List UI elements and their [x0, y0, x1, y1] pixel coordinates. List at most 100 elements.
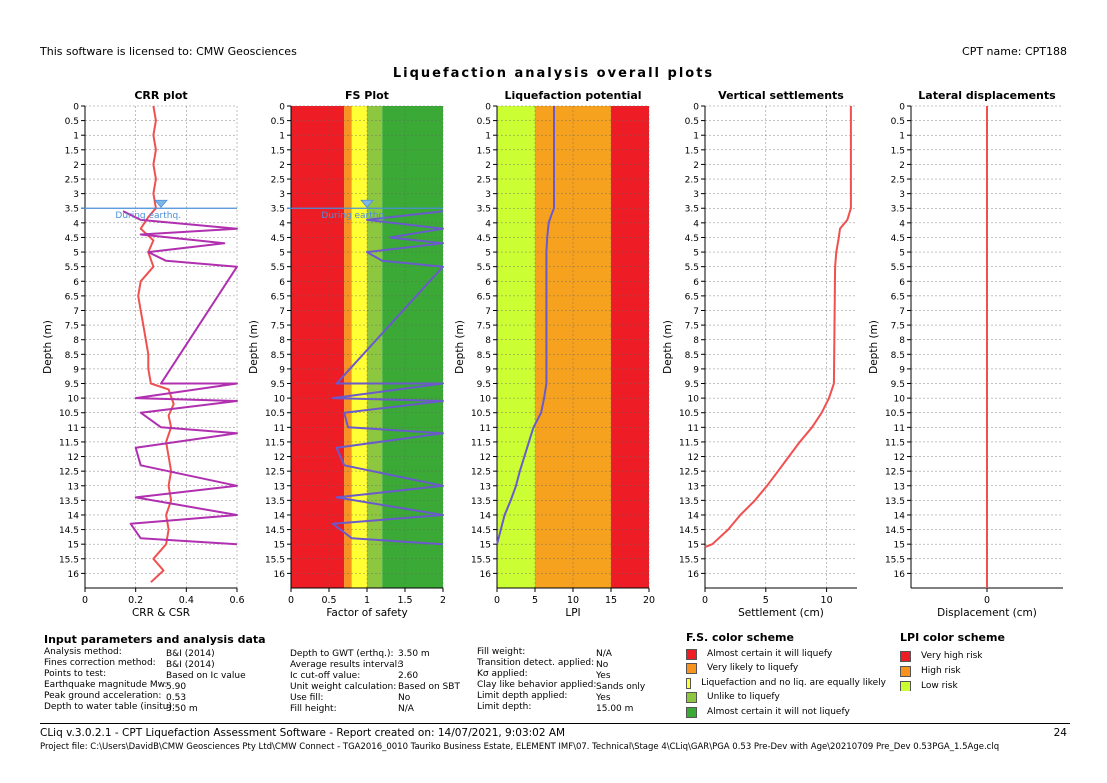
- y-tick-label: 7: [693, 307, 699, 317]
- input-label: Points to test:: [44, 669, 107, 679]
- y-tick-label: 11.5: [679, 438, 699, 448]
- y-tick-label: 3.5: [685, 205, 699, 215]
- y-tick-label: 2: [693, 161, 699, 171]
- legend-label: Liquefaction and no liq. are equally lik…: [701, 677, 886, 688]
- y-tick-label: 0: [693, 103, 699, 113]
- y-tick-label: 16: [68, 570, 80, 580]
- y-tick-label: 5.5: [477, 263, 491, 273]
- y-tick-label: 3.5: [891, 205, 905, 215]
- y-tick-label: 12.5: [59, 468, 79, 478]
- y-tick-label: 7.5: [477, 322, 491, 332]
- input-label: Fines correction method:: [44, 658, 156, 668]
- y-tick-label: 11.5: [471, 438, 491, 448]
- y-tick-label: 3: [73, 190, 79, 200]
- color-band: [291, 106, 345, 588]
- legend-item: High risk: [900, 664, 1080, 679]
- y-tick-label: 0.5: [477, 117, 491, 127]
- plot-title: Vertical settlements: [718, 89, 844, 102]
- input-label: Fill weight:: [477, 647, 526, 657]
- y-tick-label: 5: [693, 249, 699, 259]
- chart-5: 00.511.522.533.544.555.566.577.588.599.5…: [868, 89, 1063, 619]
- input-value: Yes: [596, 693, 611, 703]
- y-tick-label: 14: [688, 511, 700, 521]
- y-tick-label: 11: [68, 424, 79, 434]
- x-tick-label: 5: [532, 595, 538, 606]
- y-tick-label: 5.5: [685, 263, 699, 273]
- y-tick-label: 9: [899, 365, 905, 375]
- y-tick-label: 12.5: [471, 468, 491, 478]
- legend-swatch: [686, 663, 697, 675]
- y-tick-label: 12: [894, 453, 905, 463]
- y-tick-label: 8: [279, 336, 285, 346]
- x-tick-label: 0: [82, 595, 88, 606]
- y-tick-label: 12: [688, 453, 699, 463]
- x-tick-label: 2: [440, 595, 446, 606]
- y-tick-label: 6.5: [271, 292, 285, 302]
- y-tick-label: 14.5: [59, 526, 79, 536]
- y-tick-label: 9: [485, 365, 491, 375]
- y-tick-label: 14: [68, 511, 80, 521]
- input-value: 15.00 m: [596, 704, 634, 714]
- input-label: Depth to water table (insitu):: [44, 702, 176, 712]
- y-tick-label: 6: [279, 278, 285, 288]
- y-axis-label: Depth (m): [42, 320, 54, 374]
- chart-2: 00.511.522.533.544.555.566.577.588.599.5…: [248, 89, 446, 619]
- y-tick-label: 16: [274, 570, 286, 580]
- y-tick-label: 10: [894, 395, 906, 405]
- water-table-annotation: During earthq.: [321, 211, 387, 221]
- y-tick-label: 2: [899, 161, 905, 171]
- plot-title: FS Plot: [345, 89, 389, 102]
- y-tick-label: 7.5: [891, 322, 905, 332]
- input-label: Limit depth applied:: [477, 691, 568, 701]
- y-tick-label: 15.5: [59, 555, 79, 565]
- footer-divider: [40, 723, 1070, 724]
- y-tick-label: 0.5: [685, 117, 699, 127]
- y-tick-label: 11: [480, 424, 491, 434]
- legend-swatch: [686, 648, 697, 660]
- y-tick-label: 12: [480, 453, 491, 463]
- input-value: 3: [398, 660, 404, 670]
- x-axis-label: Displacement (cm): [937, 607, 1037, 619]
- y-tick-label: 8.5: [65, 351, 79, 361]
- y-tick-label: 15: [274, 541, 285, 551]
- y-tick-label: 15: [68, 541, 79, 551]
- legend-swatch: [900, 681, 911, 691]
- y-tick-label: 14: [894, 511, 906, 521]
- y-tick-label: 4.5: [477, 234, 491, 244]
- y-tick-label: 1.5: [891, 146, 905, 156]
- y-tick-label: 4: [485, 219, 491, 229]
- y-tick-label: 10.5: [679, 409, 699, 419]
- y-tick-label: 8.5: [891, 351, 905, 361]
- inputs-col3-values: N/A No Yes Sands only Yes 15.00 m: [596, 649, 645, 715]
- y-tick-label: 4: [693, 219, 699, 229]
- y-tick-label: 1.5: [271, 146, 285, 156]
- x-tick-label: 0.6: [229, 595, 244, 606]
- y-tick-label: 5.5: [271, 263, 285, 273]
- color-band: [382, 106, 443, 588]
- y-tick-label: 3: [693, 190, 699, 200]
- legend-item: Almost certain it will liquefy: [686, 647, 886, 662]
- series-line: [331, 210, 444, 546]
- y-tick-label: 13.5: [679, 497, 699, 507]
- fs-scheme-title: F.S. color scheme: [686, 631, 794, 644]
- y-tick-label: 9.5: [271, 380, 285, 390]
- y-tick-label: 15.5: [265, 555, 285, 565]
- plots-area: 00.511.522.533.544.555.566.577.588.599.5…: [42, 89, 1063, 619]
- y-axis-label: Depth (m): [868, 320, 880, 374]
- input-label: Limit depth:: [477, 702, 532, 712]
- y-tick-label: 3: [279, 190, 285, 200]
- legend-item: Very high risk: [900, 649, 1080, 664]
- y-tick-label: 5: [899, 249, 905, 259]
- y-tick-label: 8.5: [685, 351, 699, 361]
- y-tick-label: 6.5: [477, 292, 491, 302]
- chart-4: 00.511.522.533.544.555.566.577.588.599.5…: [662, 89, 857, 619]
- y-tick-label: 0.5: [891, 117, 905, 127]
- y-tick-label: 13: [274, 482, 285, 492]
- y-tick-label: 10.5: [885, 409, 905, 419]
- legend-swatch: [686, 677, 692, 689]
- legend-swatch: [686, 692, 697, 704]
- y-tick-label: 14.5: [265, 526, 285, 536]
- y-tick-label: 13.5: [471, 497, 491, 507]
- y-tick-label: 9: [279, 365, 285, 375]
- lpi-scheme-title: LPI color scheme: [900, 631, 1005, 644]
